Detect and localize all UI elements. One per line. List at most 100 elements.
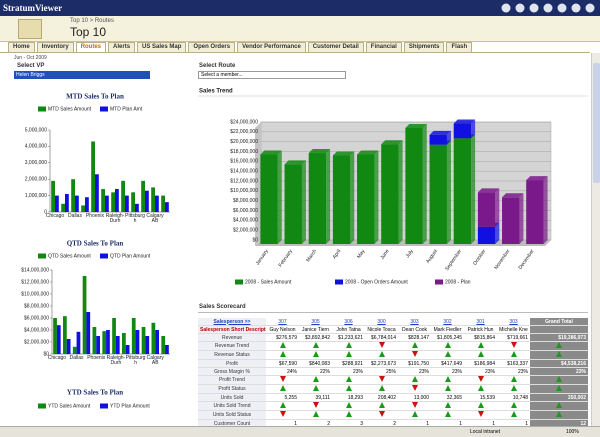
bar-top <box>477 188 500 193</box>
value-cell: $67,590 <box>266 359 299 368</box>
bar <box>308 153 327 244</box>
tab[interactable]: Alerts <box>108 42 136 52</box>
icon-cell <box>497 341 530 351</box>
legend-label: MTD Sales Amount <box>48 106 92 112</box>
bar <box>122 333 126 354</box>
y-tick-label: $18,000,000 <box>230 149 258 155</box>
top-bar: StratumViewer <box>0 0 600 16</box>
value-cell: 25% <box>365 367 398 376</box>
tab[interactable]: Customer Detail <box>307 42 364 52</box>
arrow <box>378 376 385 382</box>
salesperson-id[interactable]: 306 <box>332 318 365 326</box>
route-dropdown[interactable]: Select a member... <box>198 71 346 79</box>
icon-cell <box>332 401 365 411</box>
zoom[interactable]: 100% <box>566 429 579 435</box>
tab[interactable]: Financial <box>365 42 402 52</box>
arrow <box>411 342 418 348</box>
y-tick-label: $22,000,000 <box>230 129 258 135</box>
bar-top <box>332 151 355 156</box>
bar-depth <box>543 176 548 244</box>
legend-label: 2008 - Sales Amount <box>245 279 292 285</box>
arrow <box>345 385 352 391</box>
tab[interactable]: Vendor Performance <box>237 42 306 52</box>
tab[interactable]: Inventory <box>36 42 74 52</box>
y-tick-label: $6,000,000 <box>233 208 258 214</box>
arrow <box>345 351 352 357</box>
bar <box>111 192 115 212</box>
salesperson-id[interactable]: 305 <box>299 318 332 326</box>
bar <box>65 193 69 212</box>
arrow <box>556 402 562 408</box>
icon-cell <box>464 410 497 420</box>
bar <box>115 336 120 354</box>
y-tick-label: 4,000,000 <box>25 144 47 150</box>
salesperson-id[interactable]: 301 <box>464 318 497 326</box>
scrollbar[interactable] <box>591 53 600 426</box>
status-icon <box>477 385 484 391</box>
tab[interactable]: Open Orders <box>188 42 236 52</box>
bar <box>121 180 125 212</box>
arrow <box>510 402 517 408</box>
status-icon <box>378 376 385 382</box>
status-icon <box>444 351 451 357</box>
value-cell: $719,661 <box>497 333 530 342</box>
row-label: Units Sold Status <box>198 410 266 420</box>
y-tick-label: $2,000,000 <box>233 227 258 233</box>
tab[interactable]: Routes <box>75 42 107 52</box>
salesperson-name: Mark Fiedler <box>431 325 464 334</box>
salesperson-id[interactable]: 300 <box>365 318 398 326</box>
status-icon <box>510 385 517 391</box>
icon-cell <box>530 410 588 420</box>
bar <box>131 192 135 212</box>
bar <box>131 318 136 354</box>
legend-label: 2008 - Open Orders Amount <box>345 279 408 285</box>
bar <box>332 155 351 244</box>
x-tick-label: February <box>278 248 295 268</box>
salesperson-name: John Tatna <box>332 325 365 334</box>
toolbar-icons[interactable] <box>500 2 596 14</box>
value-cell: $276,579 <box>266 333 299 342</box>
vp-dropdown[interactable]: Helen Briggs <box>14 71 150 79</box>
value-cell: 350,002 <box>530 393 588 402</box>
status-icon <box>345 385 352 391</box>
row-label: Profit <box>198 359 266 368</box>
status-icon <box>411 376 418 382</box>
x-tick-label: August <box>425 248 439 265</box>
legend-swatch <box>100 106 108 112</box>
tab[interactable]: Flash <box>446 42 473 52</box>
tab[interactable]: Home <box>8 42 35 52</box>
y-tick-label: 2,000,000 <box>25 177 47 183</box>
arrow <box>556 376 562 382</box>
value-cell: $163,337 <box>497 359 530 368</box>
tab[interactable]: Shipments <box>403 42 445 52</box>
icon-cell <box>398 375 431 385</box>
status-icon <box>345 402 352 408</box>
bar <box>477 226 496 244</box>
arrow <box>477 342 484 348</box>
arrow <box>477 385 484 391</box>
arrow <box>312 351 319 357</box>
arrow <box>312 411 319 417</box>
value-cell: 5,255 <box>266 393 299 402</box>
x-tick-label: Chicago <box>47 355 67 361</box>
status-icon <box>378 351 385 357</box>
bar <box>112 318 116 354</box>
value-cell: 13,000 <box>398 393 431 402</box>
salesperson-id[interactable]: 307 <box>266 318 299 326</box>
salesperson-id[interactable]: 303 <box>497 318 530 326</box>
status-icon <box>510 342 517 348</box>
status-icon <box>556 342 562 348</box>
row-label: Gross Margin % <box>198 367 266 376</box>
column-header[interactable]: Salesperson >> <box>198 318 266 326</box>
legend-swatch <box>100 403 108 409</box>
status-icon <box>556 402 562 408</box>
bar <box>405 127 423 244</box>
salesperson-id[interactable]: 303 <box>398 318 431 326</box>
breadcrumb[interactable]: Top 10 > Routes <box>70 18 114 24</box>
bar <box>66 339 71 354</box>
arrow <box>444 351 451 357</box>
x-tick-label: December <box>517 248 535 271</box>
tab[interactable]: US Sales Map <box>137 42 187 52</box>
icon-cell <box>497 384 530 394</box>
salesperson-id[interactable]: 302 <box>431 318 464 326</box>
